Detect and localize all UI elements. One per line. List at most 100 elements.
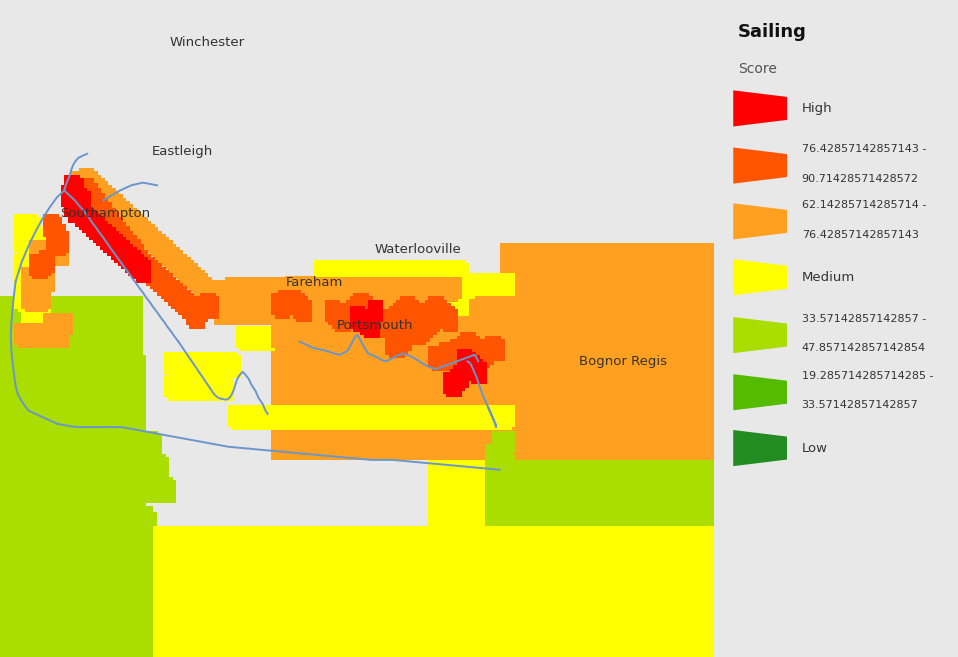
- Bar: [147, 263, 162, 286]
- Bar: [29, 385, 44, 407]
- Bar: [378, 280, 394, 302]
- Bar: [449, 369, 466, 391]
- Bar: [461, 408, 476, 430]
- Bar: [64, 385, 80, 407]
- Bar: [331, 329, 348, 351]
- Polygon shape: [733, 148, 787, 183]
- Bar: [64, 408, 80, 430]
- Bar: [35, 254, 52, 276]
- Bar: [25, 290, 40, 312]
- Bar: [60, 365, 77, 388]
- Bar: [435, 405, 451, 427]
- Bar: [432, 339, 447, 361]
- Bar: [39, 434, 55, 457]
- Bar: [396, 329, 412, 351]
- Bar: [435, 260, 451, 283]
- Bar: [236, 280, 251, 302]
- Bar: [422, 303, 437, 325]
- Bar: [35, 267, 52, 289]
- Bar: [457, 405, 472, 427]
- Text: Winchester: Winchester: [170, 36, 244, 49]
- Bar: [33, 306, 48, 328]
- Bar: [414, 260, 429, 283]
- Bar: [346, 336, 362, 358]
- Bar: [371, 260, 387, 283]
- Bar: [496, 434, 512, 457]
- Bar: [225, 355, 240, 378]
- Bar: [18, 273, 34, 296]
- Bar: [46, 227, 62, 250]
- Bar: [446, 263, 462, 286]
- Bar: [79, 385, 94, 407]
- Bar: [57, 362, 73, 384]
- Bar: [54, 244, 69, 266]
- Bar: [500, 405, 515, 427]
- Bar: [147, 457, 162, 480]
- Bar: [279, 290, 294, 312]
- Bar: [29, 431, 44, 453]
- Bar: [103, 411, 119, 434]
- Bar: [271, 290, 286, 312]
- Bar: [75, 365, 91, 388]
- Bar: [110, 222, 126, 244]
- Bar: [107, 408, 123, 430]
- Bar: [189, 306, 205, 328]
- Bar: [478, 300, 494, 322]
- Bar: [393, 336, 408, 358]
- Bar: [414, 319, 429, 342]
- Bar: [18, 365, 34, 388]
- Bar: [68, 457, 83, 480]
- Bar: [382, 339, 398, 361]
- Bar: [399, 260, 416, 283]
- Bar: [25, 388, 40, 411]
- Bar: [318, 408, 333, 430]
- Bar: [193, 273, 209, 296]
- Bar: [335, 260, 352, 283]
- Bar: [25, 434, 40, 457]
- Bar: [46, 244, 62, 266]
- Bar: [21, 254, 37, 276]
- Bar: [128, 244, 144, 266]
- Bar: [75, 191, 91, 214]
- Bar: [89, 434, 105, 457]
- Bar: [496, 470, 512, 493]
- Bar: [175, 290, 191, 312]
- Bar: [354, 277, 369, 299]
- Bar: [161, 244, 176, 266]
- Bar: [14, 231, 30, 253]
- Bar: [339, 306, 354, 328]
- Bar: [114, 233, 130, 255]
- Bar: [253, 300, 269, 322]
- Bar: [329, 280, 344, 302]
- Bar: [132, 257, 148, 279]
- Bar: [107, 431, 123, 453]
- Bar: [21, 286, 37, 309]
- Bar: [182, 296, 197, 319]
- Polygon shape: [733, 430, 787, 466]
- Bar: [153, 270, 170, 292]
- Bar: [107, 224, 123, 246]
- Bar: [418, 263, 433, 286]
- Bar: [186, 267, 201, 289]
- Bar: [93, 339, 108, 361]
- Bar: [153, 457, 170, 480]
- Bar: [103, 480, 119, 503]
- Text: Medium: Medium: [802, 271, 855, 284]
- Bar: [82, 411, 98, 434]
- Bar: [21, 231, 37, 253]
- Bar: [368, 263, 383, 286]
- Bar: [33, 270, 48, 292]
- Bar: [371, 280, 387, 302]
- Bar: [296, 300, 312, 322]
- Bar: [422, 313, 437, 335]
- Bar: [422, 260, 437, 283]
- Polygon shape: [733, 259, 787, 296]
- Bar: [35, 477, 52, 499]
- Bar: [175, 257, 191, 279]
- Bar: [282, 293, 298, 315]
- Bar: [318, 263, 333, 286]
- Bar: [71, 431, 87, 453]
- Bar: [250, 290, 265, 312]
- Bar: [33, 457, 48, 480]
- Bar: [35, 362, 52, 384]
